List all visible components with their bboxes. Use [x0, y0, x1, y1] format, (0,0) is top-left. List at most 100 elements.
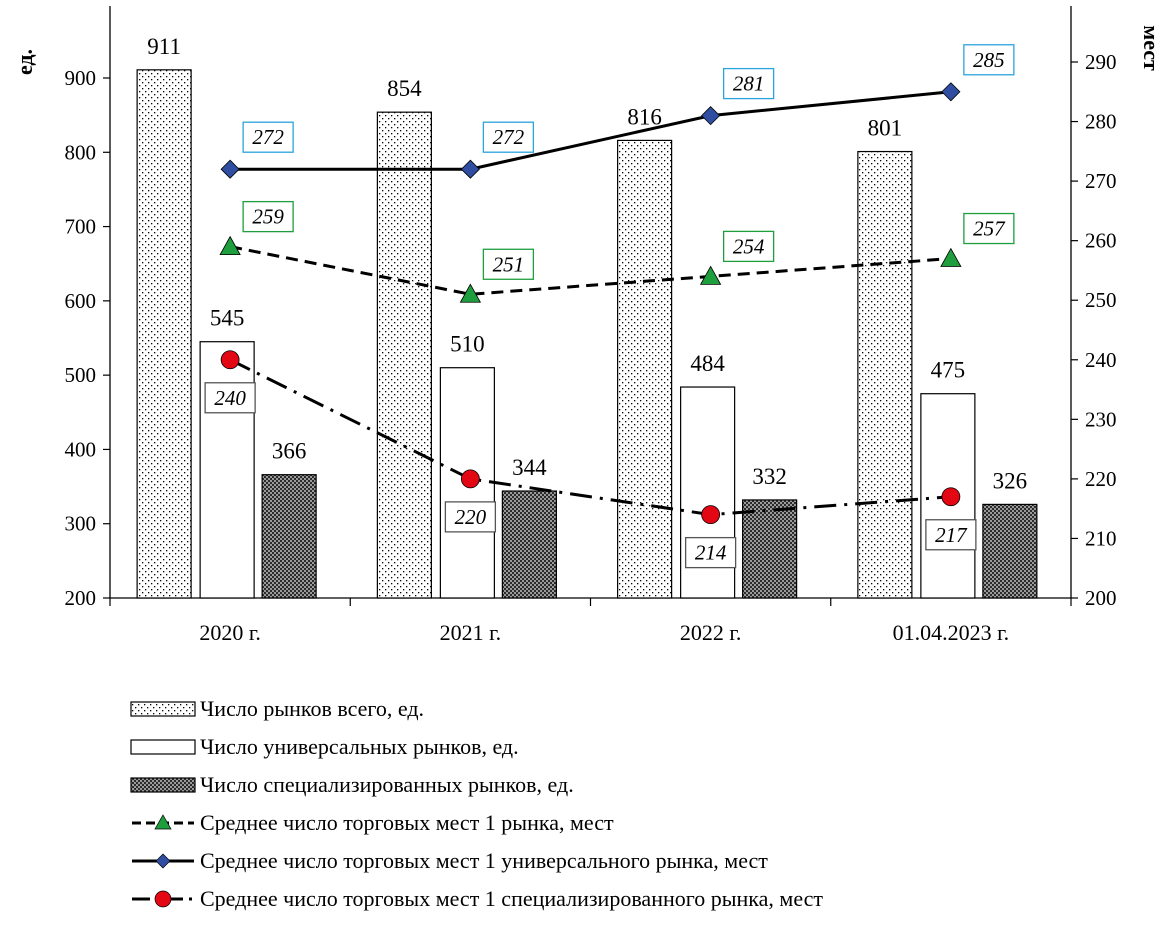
bar-data-label: 326: [993, 468, 1028, 493]
line-label-box: [482, 121, 535, 153]
bar-dots: [857, 150, 913, 599]
line-diamond: [230, 90, 952, 171]
bar-data-label: 510: [450, 332, 485, 357]
x-tick-label: 2022 г.: [680, 620, 742, 645]
legend-label: Среднее число торговых мест 1 универсаль…: [200, 848, 768, 873]
line-data-label: 217: [935, 523, 968, 547]
circle-marker: [941, 487, 961, 507]
line-data-label: 272: [493, 125, 525, 149]
bar-checker: [742, 499, 798, 599]
legend-label: Число рынков всего, ед.: [200, 696, 425, 721]
bar-checker: [501, 490, 557, 599]
triangle-marker: [219, 235, 241, 256]
legend-triangle-marker: [154, 814, 172, 830]
legend-swatch: [130, 739, 196, 755]
legend-item: Среднее число торговых мест 1 рынка, мес…: [128, 804, 823, 842]
legend-swatch: [132, 890, 194, 908]
axes: 200 300 400 500 600 700 800 900 200 210 220 230 240 2…: [65, 6, 1117, 645]
bar-dots: [136, 69, 192, 599]
line-label-box: [444, 501, 497, 533]
line-data-label: 214: [695, 541, 727, 565]
y-right-tick-label: 280: [1085, 110, 1117, 134]
legend-label: Среднее число торговых мест 1 рынка, мес…: [200, 810, 614, 835]
lines: [219, 82, 962, 525]
diamond-marker: [941, 82, 961, 102]
legend-swatch: [130, 777, 196, 793]
diamond-marker: [701, 106, 721, 126]
y-left-tick-label: 400: [65, 437, 97, 461]
y-right-tick-label: 240: [1085, 348, 1117, 372]
y-right-tick-label: 250: [1085, 288, 1117, 312]
y-left-tick-label: 600: [65, 289, 97, 313]
legend-bar-swatch: [130, 739, 196, 755]
bar-data-label: 344: [512, 455, 547, 480]
chart: 200 300 400 500 600 700 800 900 200 210 220 230 240 2…: [12, 6, 1157, 645]
y-right-tick-label: 230: [1085, 407, 1117, 431]
y-right-tick-label: 220: [1085, 467, 1117, 491]
line-triangle: [229, 245, 951, 296]
legend: Число рынков всего, ед. Число универсальн…: [128, 690, 823, 918]
y-right-tick-label: 270: [1085, 169, 1117, 193]
triangle-marker: [940, 247, 962, 267]
bar-data-label: 484: [690, 351, 725, 376]
line-label-box: [684, 536, 737, 569]
legend-circle-marker: [154, 890, 172, 908]
bar-data-label: 911: [147, 34, 181, 59]
x-tick-label: 01.04.2023 г.: [893, 620, 1010, 645]
bar-data-label: 332: [752, 464, 787, 489]
line-data-label: 281: [733, 72, 765, 96]
line-data-label: 254: [733, 234, 765, 258]
legend-item: Среднее число торговых мест 1 специализи…: [128, 880, 823, 918]
line-data-label: 220: [455, 505, 487, 529]
bar-data-label: 816: [627, 104, 662, 129]
x-tick-label: 2020 г.: [199, 620, 261, 645]
y-right-tick-label: 290: [1085, 50, 1117, 74]
legend-swatch: [132, 853, 194, 869]
line-label-box: [242, 200, 294, 233]
line-data-label: 259: [252, 205, 284, 229]
legend-swatch: [130, 701, 196, 717]
y-right-tick-label: 260: [1085, 229, 1117, 253]
bar-checker: [261, 474, 317, 599]
y-left-tick-label: 200: [65, 586, 97, 610]
bar-data-label: 801: [868, 116, 903, 141]
line-label-box: [204, 382, 256, 414]
legend-item: Среднее число торговых мест 1 универсаль…: [128, 842, 823, 880]
x-tick-label: 2021 г.: [440, 620, 502, 645]
bar-data-label: 366: [272, 439, 307, 464]
line-label-box: [482, 248, 535, 280]
legend-bar-swatch: [130, 777, 196, 793]
legend-diamond-marker: [155, 853, 171, 869]
legend-bar-swatch: [130, 701, 196, 717]
y-left-tick-label: 900: [65, 66, 97, 90]
line-data-label: 272: [252, 125, 284, 149]
legend-swatch: [132, 814, 194, 830]
y-left-tick-label: 500: [65, 363, 97, 387]
bar-white: [199, 341, 255, 599]
legend-label: Среднее число торговых мест 1 специализи…: [200, 886, 824, 911]
bar-data-label: 854: [387, 76, 422, 101]
circle-marker: [220, 350, 240, 370]
bar-dots: [376, 111, 432, 599]
legend-item: Число специализированных рынков, ед.: [128, 766, 823, 804]
bars: [136, 69, 1038, 599]
line-label-box: [963, 212, 1015, 245]
triangle-marker: [459, 283, 482, 303]
y-right-tick-label: 210: [1085, 526, 1117, 550]
legend-item: Число рынков всего, ед.: [128, 690, 823, 728]
line-circle: [229, 358, 951, 517]
line-label-box: [963, 44, 1015, 76]
line-label-box: [722, 67, 775, 100]
legend-label: Число специализированных рынков, ед.: [200, 772, 574, 797]
legend-label: Число универсальных рынков, ед.: [200, 734, 519, 759]
bar-checker: [982, 503, 1038, 599]
line-data-label: 257: [973, 217, 1006, 241]
line-data-label: 240: [214, 386, 246, 410]
bar-data-label: 475: [931, 358, 966, 383]
bar-data-label: 545: [210, 306, 245, 331]
circle-marker: [460, 469, 480, 489]
y-left-tick-label: 700: [65, 215, 97, 239]
y-right-tick-label: 200: [1085, 586, 1117, 610]
line-label-box: [242, 121, 294, 153]
data-labels: 911 854 816 801 545 510 484 475 366 344 332 326 259 2…: [147, 34, 1028, 569]
